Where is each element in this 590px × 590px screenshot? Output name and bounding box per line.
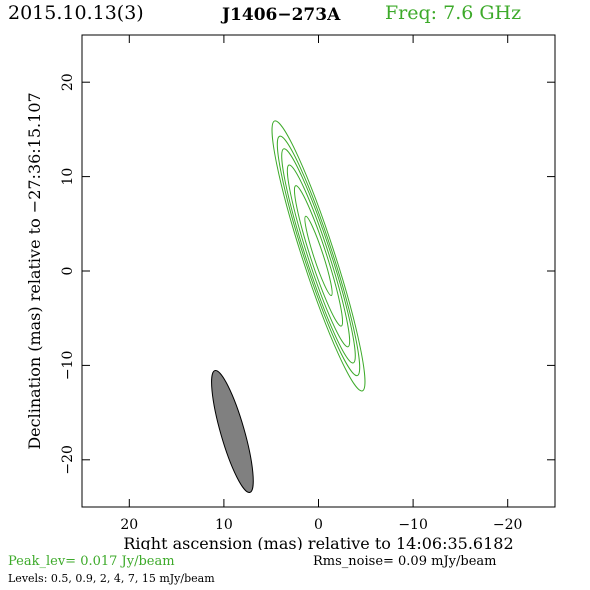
contour-level (304, 215, 333, 297)
contour-levels: Levels: 0.5, 0.9, 2, 4, 7, 15 mJy/beam (8, 572, 215, 585)
y-tick-label: 0 (60, 267, 76, 276)
contour-lines (271, 120, 366, 392)
x-tick-label: 10 (215, 517, 233, 533)
contour-level (286, 164, 351, 348)
beam-ellipse (211, 369, 254, 493)
contour-map: 20 10 0 −10 −20 20 10 0 −10 −20 Right ascension (… (25, 34, 556, 550)
contour-level (271, 120, 366, 392)
y-tick-label: 10 (60, 168, 76, 186)
peak-level: Peak_lev= 0.017 Jy/beam (8, 554, 175, 569)
x-tick-label: −10 (398, 517, 428, 533)
rms-noise: Rms_noise= 0.09 mJy/beam (313, 554, 497, 569)
contour-level (276, 135, 361, 377)
beam-shape (211, 369, 254, 493)
y-tick-label: −10 (60, 351, 76, 381)
observation-date: 2015.10.13(3) (8, 2, 144, 24)
x-tick-label: 20 (120, 517, 138, 533)
tick-labels: 20 10 0 −10 −20 20 10 0 −10 −20 (60, 73, 522, 533)
y-axis-label: Declination (mas) relative to −27:36:15.… (25, 92, 44, 449)
y-tick-label: −20 (60, 445, 76, 475)
source-name: J1406−273A (222, 5, 341, 25)
y-tick-label: 20 (60, 73, 76, 91)
frequency-label: Freq: 7.6 GHz (385, 2, 522, 24)
axis-ticks (82, 35, 555, 507)
contour-level (293, 185, 344, 327)
x-tick-label: 0 (314, 517, 323, 533)
x-axis-label: Right ascension (mas) relative to 14:06:… (123, 534, 513, 550)
contour-level (281, 148, 356, 364)
x-tick-label: −20 (493, 517, 523, 533)
